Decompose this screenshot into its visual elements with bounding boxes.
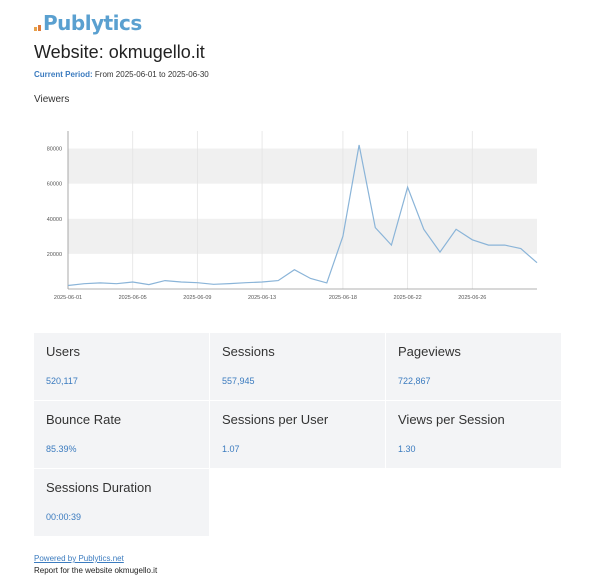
y-tick-label: 40000: [47, 217, 62, 223]
metric-value: 520,117: [46, 376, 78, 386]
metric-card-bounce-rate: Bounce Rate 85.39%: [34, 401, 209, 468]
metric-card-users: Users 520,117: [34, 333, 209, 400]
data-point: [439, 252, 440, 253]
data-point: [504, 245, 505, 246]
y-tick-label: 60000: [47, 182, 62, 188]
x-tick-label: 2025-06-13: [248, 295, 276, 301]
period-label: Current Period:: [34, 70, 93, 79]
grid-band: [68, 218, 537, 254]
metric-value: 557,945: [222, 376, 255, 386]
data-point: [181, 281, 182, 282]
data-point: [229, 283, 230, 284]
metric-label: Views per Session: [398, 412, 505, 427]
metric-label: Pageviews: [398, 344, 461, 359]
data-point: [391, 245, 392, 246]
data-point: [375, 227, 376, 228]
current-period: Current Period: From 2025-06-01 to 2025-…: [34, 70, 209, 79]
metric-label: Users: [46, 344, 80, 359]
data-point: [132, 281, 133, 282]
data-point: [67, 285, 68, 286]
y-tick-label: 80000: [47, 147, 62, 153]
data-point: [359, 144, 360, 145]
logo-bars-icon: [34, 25, 41, 31]
y-tick-label: 20000: [47, 252, 62, 258]
metric-card-views-per-session: Views per Session 1.30: [386, 401, 561, 468]
data-point: [116, 283, 117, 284]
metric-card-sessions-duration: Sessions Duration 00:00:39: [34, 469, 209, 536]
data-point: [148, 284, 149, 285]
series-line-viewers: [67, 144, 538, 287]
data-point: [84, 283, 85, 284]
metric-label: Sessions Duration: [46, 480, 152, 495]
x-tick-label: 2025-06-05: [119, 295, 147, 301]
page-title: Website: okmugello.it: [34, 42, 205, 62]
logo-text: Publytics: [43, 11, 142, 35]
metric-value: 1.07: [222, 444, 240, 454]
viewers-line-chart: 20000 40000 60000 80000 2025-06-01 2025-06-05…: [47, 131, 538, 301]
data-point: [245, 282, 246, 283]
data-point: [197, 282, 198, 283]
publytics-logo: Publytics: [34, 10, 142, 36]
metric-card-pageviews: Pageviews 722,867: [386, 333, 561, 400]
data-point: [488, 245, 489, 246]
data-point: [342, 236, 343, 237]
viewers-section-label: Viewers: [34, 94, 70, 105]
data-point: [278, 280, 279, 281]
metric-label: Bounce Rate: [46, 412, 122, 427]
data-point: [423, 229, 424, 230]
x-tick-label: 2025-06-09: [183, 295, 211, 301]
metric-label: Sessions per User: [222, 412, 329, 427]
data-point: [472, 239, 473, 240]
metric-card-sessions-per-user: Sessions per User 1.07: [210, 401, 385, 468]
metric-value: 00:00:39: [46, 512, 82, 522]
data-point: [520, 248, 521, 249]
data-point: [164, 280, 165, 281]
data-point: [294, 269, 295, 270]
data-point: [326, 282, 327, 283]
metric-value: 85.39%: [46, 444, 77, 454]
x-tick-label: 2025-06-22: [394, 295, 422, 301]
data-point: [456, 229, 457, 230]
metric-card-sessions: Sessions 557,945: [210, 333, 385, 400]
data-point: [100, 282, 101, 283]
metric-value: 722,867: [398, 376, 431, 386]
x-tick-label: 2025-06-01: [54, 295, 82, 301]
data-point: [536, 262, 537, 263]
data-point: [213, 284, 214, 285]
x-tick-label: 2025-06-26: [458, 295, 486, 301]
grid-band: [68, 148, 537, 184]
metric-value: 1.30: [398, 444, 416, 454]
report-note: Report for the website okmugello.it: [34, 566, 158, 575]
metrics-grid: Users 520,117 Sessions 557,945 Pageviews…: [34, 333, 561, 536]
data-point: [310, 278, 311, 279]
metric-label: Sessions: [222, 344, 275, 359]
data-point: [261, 281, 262, 282]
data-point: [407, 187, 408, 188]
x-tick-label: 2025-06-18: [329, 295, 357, 301]
period-value: From 2025-06-01 to 2025-06-30: [94, 70, 209, 79]
powered-by-link[interactable]: Powered by Publytics.net: [34, 554, 124, 563]
